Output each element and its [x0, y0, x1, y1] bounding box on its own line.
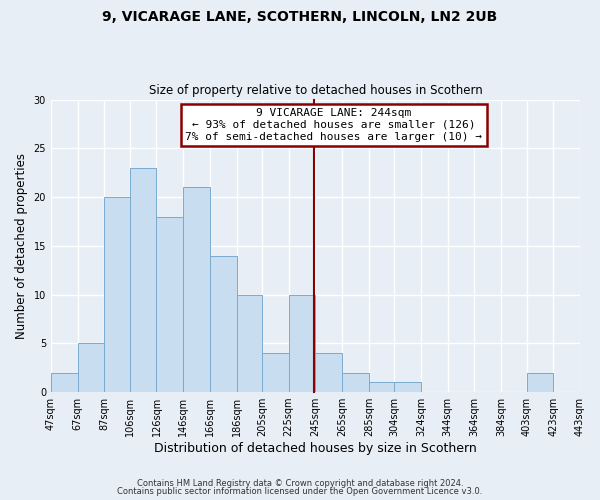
Bar	[262, 353, 289, 392]
Bar	[369, 382, 394, 392]
Y-axis label: Number of detached properties: Number of detached properties	[15, 153, 28, 339]
Title: Size of property relative to detached houses in Scothern: Size of property relative to detached ho…	[149, 84, 482, 97]
X-axis label: Distribution of detached houses by size in Scothern: Distribution of detached houses by size …	[154, 442, 477, 455]
Bar	[183, 188, 210, 392]
Bar	[236, 294, 262, 392]
Text: Contains public sector information licensed under the Open Government Licence v3: Contains public sector information licen…	[118, 487, 482, 496]
Bar	[342, 372, 369, 392]
Bar	[77, 344, 104, 392]
Bar	[210, 256, 236, 392]
Text: 9, VICARAGE LANE, SCOTHERN, LINCOLN, LN2 2UB: 9, VICARAGE LANE, SCOTHERN, LINCOLN, LN2…	[103, 10, 497, 24]
Bar	[527, 372, 553, 392]
Bar	[316, 353, 342, 392]
Bar	[104, 197, 130, 392]
Bar	[51, 372, 77, 392]
Bar	[394, 382, 421, 392]
Bar	[289, 294, 316, 392]
Bar	[130, 168, 157, 392]
Text: 9 VICARAGE LANE: 244sqm
← 93% of detached houses are smaller (126)
7% of semi-de: 9 VICARAGE LANE: 244sqm ← 93% of detache…	[185, 108, 482, 142]
Bar	[157, 216, 183, 392]
Text: Contains HM Land Registry data © Crown copyright and database right 2024.: Contains HM Land Registry data © Crown c…	[137, 478, 463, 488]
